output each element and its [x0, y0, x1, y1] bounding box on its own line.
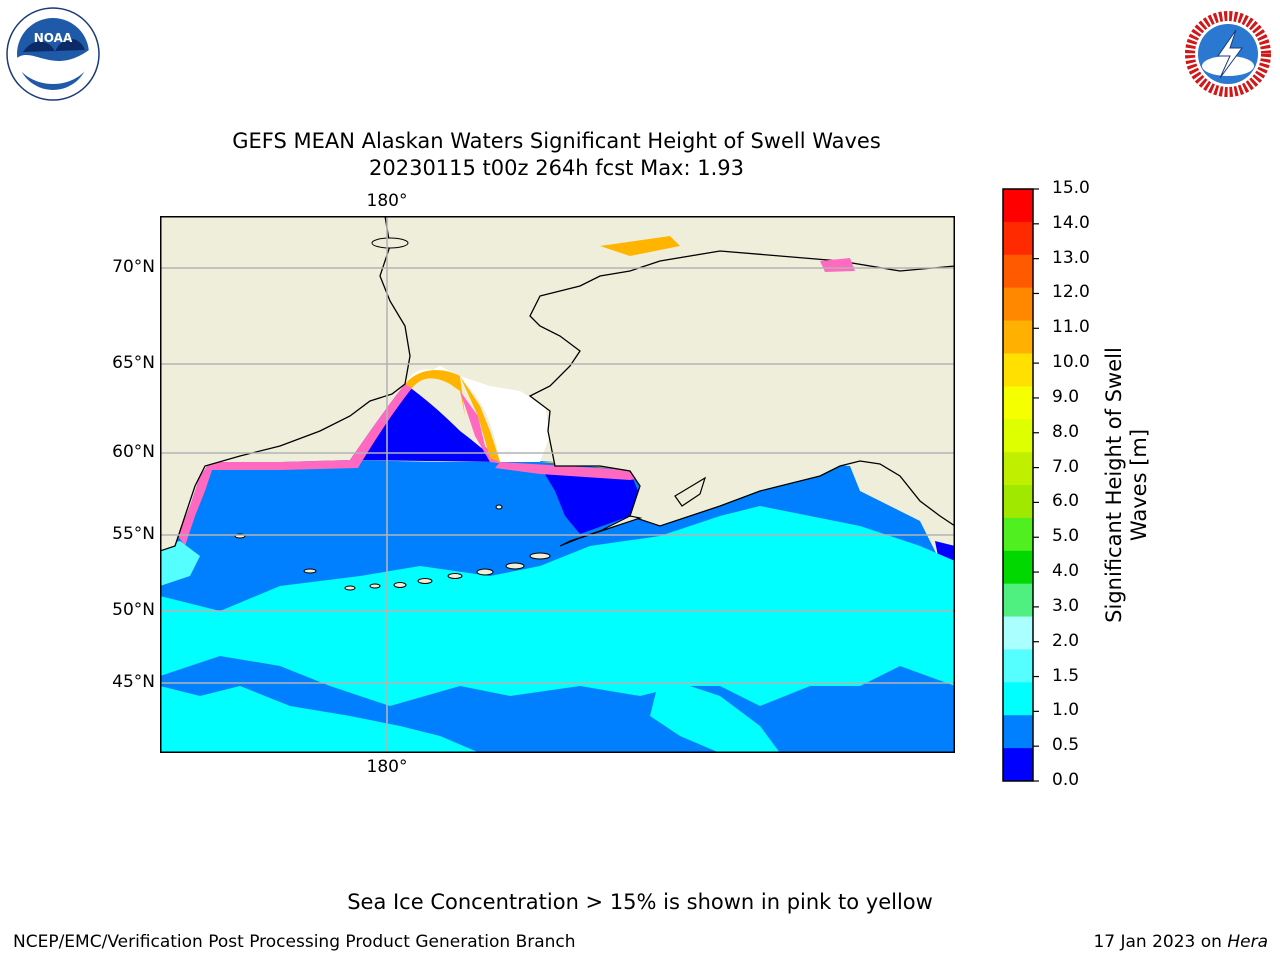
- colorbar-band: [1003, 419, 1033, 453]
- land-kodiak: [674, 476, 707, 507]
- colorbar-band: [1003, 517, 1033, 552]
- land-siberia: [160, 216, 411, 552]
- nws-logo-icon: [1182, 8, 1274, 100]
- lat-label-60: 60°N: [112, 442, 155, 462]
- colorbar-band: [1003, 353, 1033, 387]
- colorbar-band: [1003, 254, 1033, 289]
- colorbar-tick-label: 1.5: [1052, 665, 1080, 686]
- colorbar-band: [1003, 583, 1033, 618]
- colorbar-tick-label: 11.0: [1052, 317, 1090, 338]
- lat-label-70: 70°N: [112, 257, 155, 277]
- chart-title: GEFS MEAN Alaskan Waters Significant Hei…: [232, 129, 881, 153]
- footer-credit: NCEP/EMC/Verification Post Processing Pr…: [13, 932, 576, 952]
- swell-cyan-central: [160, 506, 955, 706]
- chart-subtitle: 20230115 t00z 264h fcst Max: 1.93: [369, 156, 744, 180]
- colorbar-band: [1003, 386, 1033, 420]
- norton-sound-white: [405, 366, 550, 462]
- colorbar-band: [1003, 452, 1033, 486]
- colorbar-band: [1003, 550, 1033, 585]
- colorbar-band: [1003, 485, 1033, 519]
- aleutian-islands: [234, 237, 551, 591]
- land-alaska: [528, 250, 955, 527]
- colorbar-band: [1003, 616, 1033, 650]
- colorbar-tick-label: 14.0: [1052, 212, 1090, 233]
- lat-label-55: 55°N: [112, 524, 155, 544]
- colorbar-tick-label: 7.0: [1052, 456, 1080, 477]
- colorbar-band: [1003, 682, 1033, 716]
- colorbar: [1002, 188, 1039, 782]
- colorbar-tick-label: 0.0: [1052, 770, 1080, 790]
- graticule: [160, 216, 955, 753]
- colorbar-tick-label: 2.0: [1052, 630, 1080, 651]
- colorbar-band: [1003, 715, 1033, 749]
- colorbar-band: [1003, 189, 1033, 223]
- swell-height-map: [160, 216, 955, 753]
- colorbar-tick-label: 1.0: [1052, 700, 1080, 721]
- colorbar-tick-label: 12.0: [1052, 282, 1090, 303]
- footer-host: Hera: [1227, 932, 1268, 952]
- lon-label-bottom: 180°: [366, 757, 408, 777]
- footer-date: 17 Jan 2023 on Hera: [1093, 932, 1268, 952]
- colorbar-band: [1003, 320, 1033, 354]
- land-alaska-peninsula: [559, 515, 643, 547]
- lat-label-50: 50°N: [112, 600, 155, 620]
- sea-ice-note: Sea Ice Concentration > 15% is shown in …: [347, 890, 933, 914]
- colorbar-tick-label: 5.0: [1052, 526, 1080, 547]
- colorbar-tick-label: 3.0: [1052, 595, 1080, 616]
- colorbar-tick-label: 10.0: [1052, 352, 1090, 373]
- colorbar-tick-label: 15.0: [1052, 178, 1090, 198]
- colorbar-tick-label: 9.0: [1052, 386, 1080, 407]
- lat-label-65: 65°N: [112, 353, 155, 373]
- colorbar-band: [1003, 649, 1033, 683]
- colorbar-tick-label: 4.0: [1052, 561, 1080, 582]
- colorbar-band: [1003, 221, 1033, 256]
- colorbar-tick-label: 8.0: [1052, 421, 1080, 442]
- colorbar-frame: [1002, 188, 1034, 782]
- colorbar-band: [1003, 748, 1033, 782]
- noaa-logo-icon: NOAA: [6, 7, 100, 101]
- colorbar-tick-label: 0.5: [1052, 735, 1080, 756]
- lat-label-45: 45°N: [112, 672, 155, 692]
- colorbar-tick-label: 13.0: [1052, 247, 1090, 268]
- lon-label-top: 180°: [366, 191, 408, 211]
- colorbar-label: Significant Height of Swell Waves [m]: [1102, 347, 1151, 623]
- noaa-logo-text: NOAA: [34, 31, 73, 45]
- colorbar-band: [1003, 287, 1033, 322]
- bristol-bay-dark: [540, 466, 640, 534]
- colorbar-tick-label: 6.0: [1052, 491, 1080, 512]
- footer-date-text: 17 Jan 2023 on: [1093, 932, 1228, 952]
